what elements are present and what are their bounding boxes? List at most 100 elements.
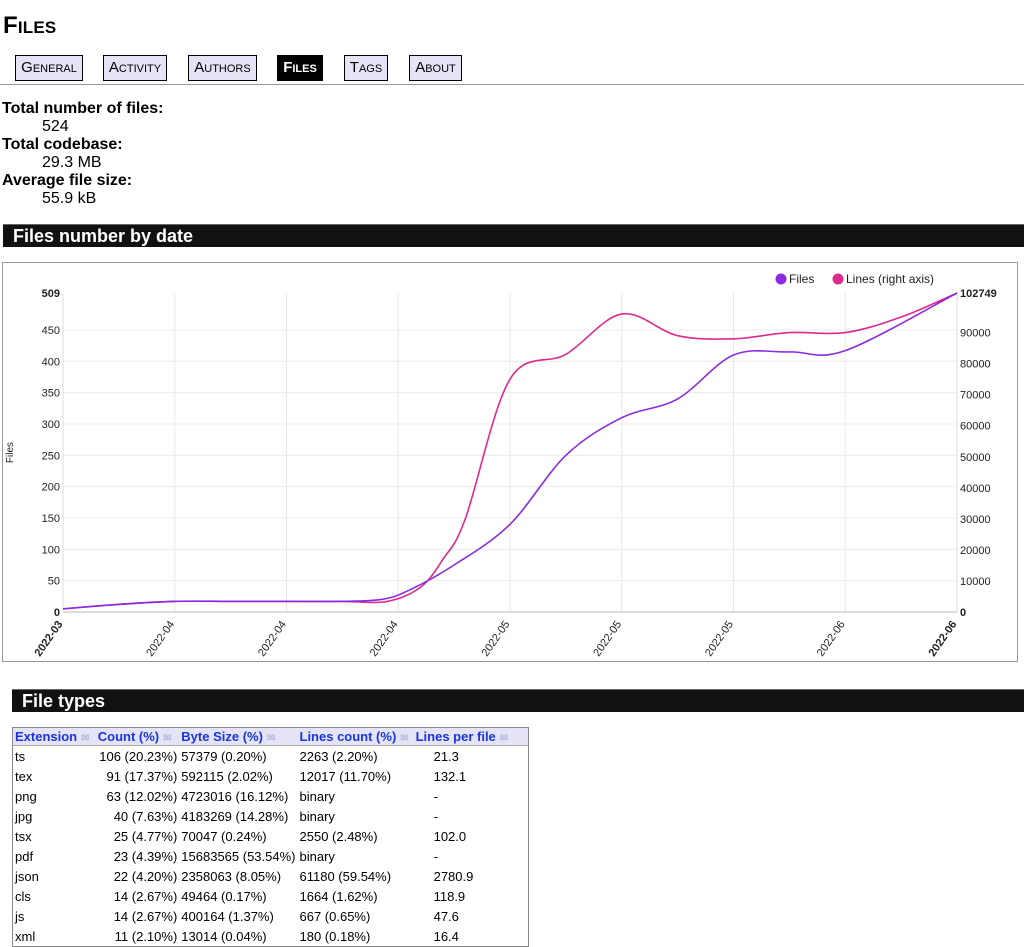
y-tick-label: 0: [54, 607, 60, 619]
table-cell: 25 (4.77%): [113, 828, 178, 844]
column-header-lines-count[interactable]: Lines count (%) ✉: [297, 728, 414, 746]
y-tick-label: 450: [42, 325, 60, 337]
column-label: Lines count (%): [299, 729, 397, 744]
x-tick-label: 2022-03: [32, 619, 65, 659]
y2-tick-label: 70000: [960, 390, 991, 402]
chart-svg: 2022-03 2022-04 2022-04 2022-04 2022-05 2022-…: [5, 272, 997, 659]
sort-icon[interactable]: ✉: [400, 733, 409, 744]
table-cell: 13014 (0.04%): [181, 928, 267, 944]
file-types-header: File types: [12, 689, 1024, 712]
table-cell: ts: [15, 748, 26, 764]
y2-tick-label: 60000: [960, 421, 991, 433]
column-label: Byte Size (%): [181, 729, 263, 744]
files-by-date-chart: 2022-03 2022-04 2022-04 2022-04 2022-05 2022-…: [2, 262, 1018, 662]
table-cell: 61180 (59.54%): [299, 868, 392, 884]
table-cell: 400164 (1.37%): [181, 908, 274, 924]
sort-icon[interactable]: ✉: [81, 733, 90, 744]
y2-tick-label: 50000: [960, 452, 991, 464]
x-tick-label: 2022-05: [703, 619, 736, 659]
table-cell: -: [433, 808, 438, 824]
column-label: Extension: [15, 729, 78, 744]
y-tick-label: 150: [42, 513, 60, 525]
table-cell: 180 (0.18%): [299, 928, 371, 944]
table-header-row: Extension ✉ Count (%) ✉ Byte Size (%) ✉ Lin…: [13, 728, 528, 746]
sort-icon[interactable]: ✉: [266, 733, 276, 744]
y2-tick-label: 10000: [960, 576, 991, 588]
table-cell: cls: [15, 888, 31, 904]
table-cell: 132.1: [433, 768, 467, 784]
x-tick-label: 2022-04: [256, 619, 289, 659]
legend-label-lines: Lines (right axis): [846, 272, 934, 286]
tab-activity[interactable]: Activity: [103, 55, 167, 81]
x-tick-label: 2022-06: [815, 619, 848, 659]
avg-size-label: Average file size:: [2, 172, 133, 189]
table-cell: 102.0: [433, 828, 467, 844]
y2-tick-label: 90000: [960, 328, 991, 340]
table-cell: 4183269 (14.28%): [181, 808, 289, 824]
table-cell: tsx: [15, 828, 32, 844]
table-cell: 4723016 (16.12%): [181, 788, 289, 804]
y2-tick-label: 80000: [960, 359, 991, 371]
tab-bar: General Activity Authors Files Tags Abou…: [0, 55, 1024, 85]
table-cell: 70047 (0.24%): [181, 828, 267, 844]
table-cell: 2358063 (8.05%): [181, 868, 282, 884]
column-header-byte-size[interactable]: Byte Size (%) ✉: [179, 728, 298, 746]
table-row: xml 11 (2.10%) 13014 (0.04%) 180 (0.18%) 16.…: [13, 926, 528, 946]
table-cell: -: [433, 788, 438, 804]
codebase-label: Total codebase:: [2, 136, 123, 153]
avg-size-value: 55.9 kB: [42, 190, 97, 207]
table-row: tex 91 (17.37%) 592115 (2.02%) 12017 (11.70…: [13, 766, 528, 786]
table-row: tsx 25 (4.77%) 70047 (0.24%) 2550 (2.48%) 10…: [13, 826, 528, 846]
table-row: jpg 40 (7.63%) 4183269 (14.28%) binary -: [13, 806, 528, 826]
tab-tags[interactable]: Tags: [344, 55, 388, 81]
y2-tick-label: 0: [960, 607, 966, 619]
x-tick-label: 2022-06: [926, 619, 959, 659]
table-cell: 667 (0.65%): [299, 908, 371, 924]
column-header-extension[interactable]: Extension ✉: [13, 728, 96, 746]
y2-tick-label: 102749: [960, 288, 997, 300]
column-label: Count (%): [97, 729, 160, 744]
y-tick-label: 100: [42, 544, 60, 556]
table-row: cls 14 (2.67%) 49464 (0.17%) 1664 (1.62%) 11…: [13, 886, 528, 906]
y2-tick-label: 20000: [960, 545, 991, 557]
tab-about[interactable]: About: [409, 55, 462, 81]
legend-marker-lines: [832, 273, 844, 285]
table-cell: 63 (12.02%): [106, 788, 178, 804]
table-cell: json: [15, 868, 39, 884]
table-cell: 11 (2.10%): [114, 928, 178, 944]
table-cell: 12017 (11.70%): [299, 768, 392, 784]
table-cell: -: [433, 848, 438, 864]
table-cell: 16.4: [433, 928, 459, 944]
page-title: Files: [3, 12, 57, 39]
table-cell: 2263 (2.20%): [299, 748, 378, 764]
legend-label-files: Files: [789, 272, 814, 286]
column-label: Lines per file: [415, 729, 496, 744]
y-tick-label: 300: [42, 419, 60, 431]
tab-general[interactable]: General: [15, 55, 83, 81]
tab-authors[interactable]: Authors: [188, 55, 257, 81]
sort-icon[interactable]: ✉: [163, 733, 172, 744]
table-cell: 57379 (0.20%): [181, 748, 267, 764]
y-tick-label: 50: [48, 576, 60, 588]
y-tick-label: 350: [42, 388, 60, 400]
table-cell: 21.3: [433, 748, 459, 764]
table-row: png 63 (12.02%) 4723016 (16.12%) binary -: [13, 786, 528, 806]
files-by-date-header: Files number by date: [3, 224, 1024, 247]
column-header-count[interactable]: Count (%) ✉: [95, 728, 180, 746]
column-header-lines-per-file[interactable]: Lines per file ✉: [413, 728, 528, 746]
y-tick-label: 250: [42, 450, 60, 462]
y-tick-label: 509: [42, 288, 60, 300]
table-cell: 49464 (0.17%): [181, 888, 267, 904]
tab-files[interactable]: Files: [277, 55, 323, 81]
total-files-label: Total number of files:: [2, 100, 164, 117]
table-cell: binary: [299, 848, 335, 864]
table-cell: 91 (17.37%): [106, 768, 178, 784]
table-row: pdf 23 (4.39%) 15683565 (53.54%) binary -: [13, 846, 528, 866]
table-cell: binary: [299, 788, 335, 804]
table-cell: binary: [299, 808, 335, 824]
sort-icon[interactable]: ✉: [499, 733, 509, 744]
y-tick-label: 400: [42, 356, 60, 368]
x-tick-label: 2022-05: [591, 619, 624, 659]
summary-stats: Total number of files: 524 Total codebas…: [2, 100, 163, 208]
table-cell: xml: [15, 928, 36, 944]
